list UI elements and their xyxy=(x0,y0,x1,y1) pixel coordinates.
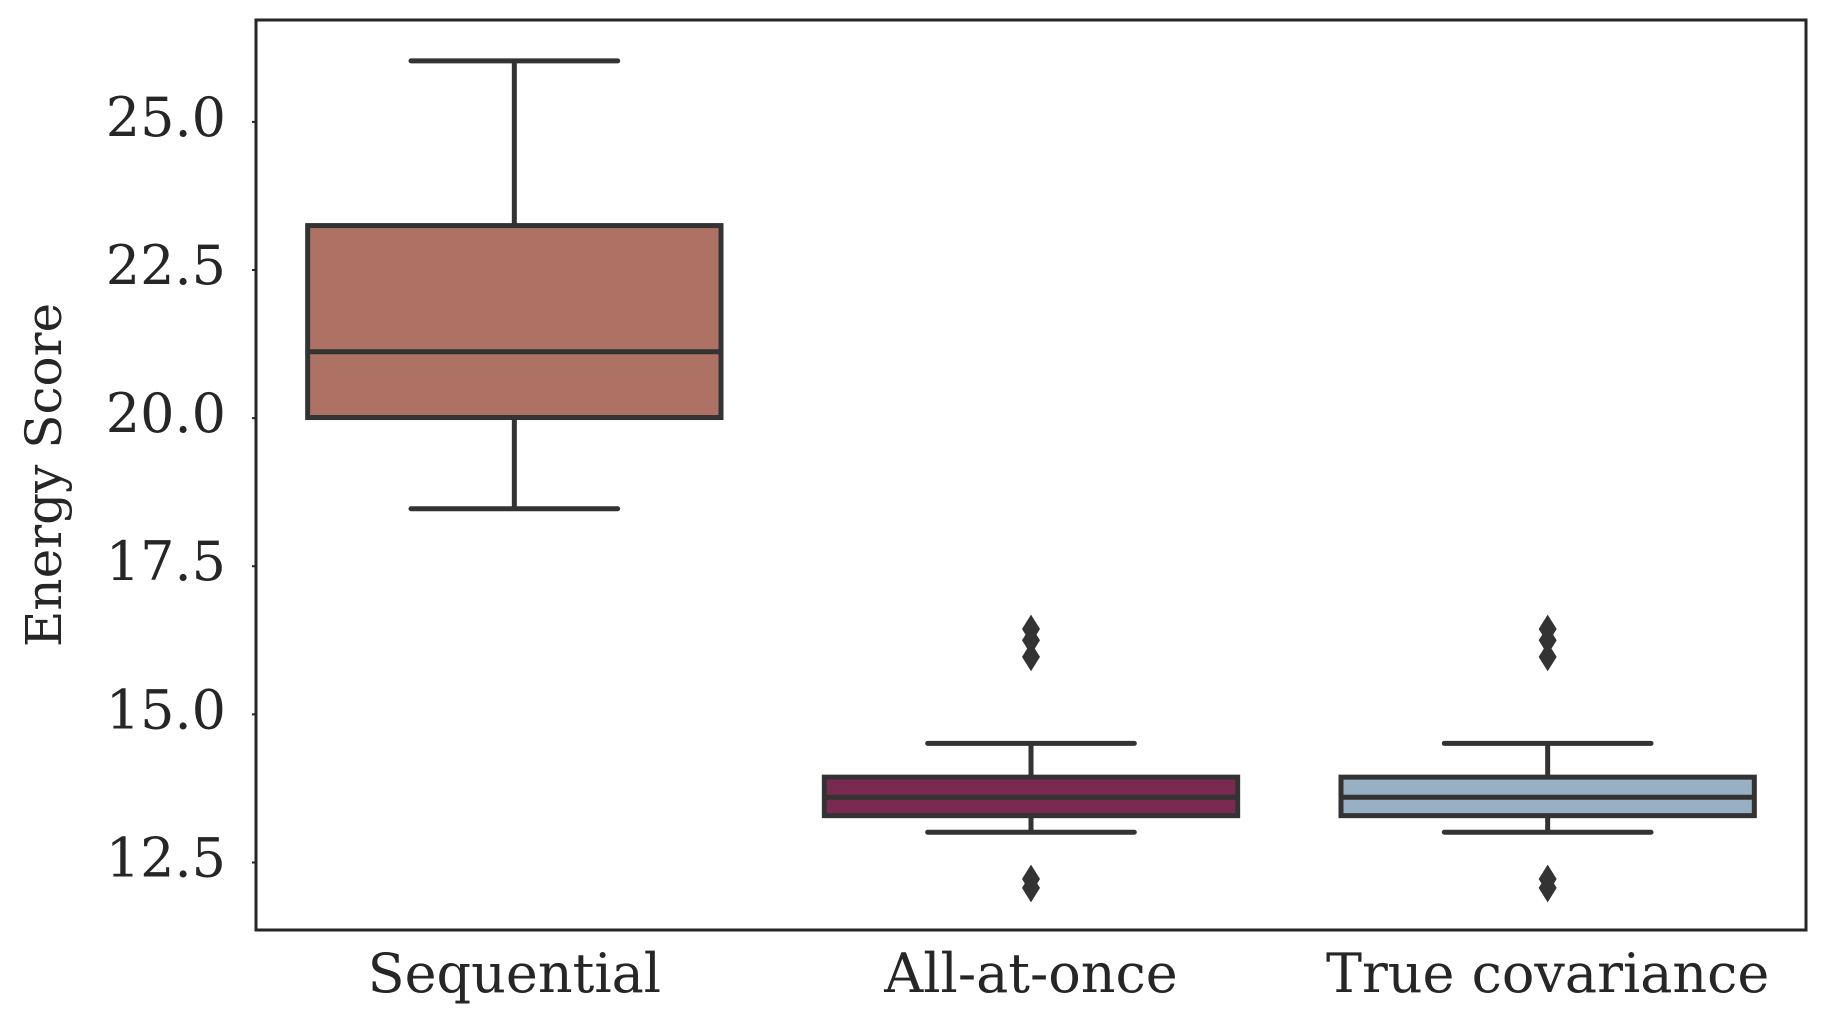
outlier xyxy=(1538,625,1557,655)
outlier xyxy=(1022,625,1040,655)
y-tick-label: 12.5 xyxy=(106,826,226,889)
y-tick-label: 17.5 xyxy=(106,530,226,593)
outlier xyxy=(1022,642,1040,672)
x-tick-label: Sequential xyxy=(368,942,661,1005)
plot-frame xyxy=(254,18,1808,932)
y-tick-label: 25.0 xyxy=(106,86,226,149)
y-tick-label: 15.0 xyxy=(106,678,226,741)
y-tick-label: 22.5 xyxy=(106,234,226,297)
box xyxy=(305,223,724,421)
outlier xyxy=(1022,873,1040,903)
y-tick-label: 20.0 xyxy=(106,382,226,445)
outlier xyxy=(1538,642,1557,672)
y-axis-label: Energy Score xyxy=(15,303,73,647)
x-tick-label: True covariance xyxy=(1326,942,1769,1005)
outlier xyxy=(1538,873,1557,903)
x-tick-label: All-at-once xyxy=(883,942,1177,1005)
